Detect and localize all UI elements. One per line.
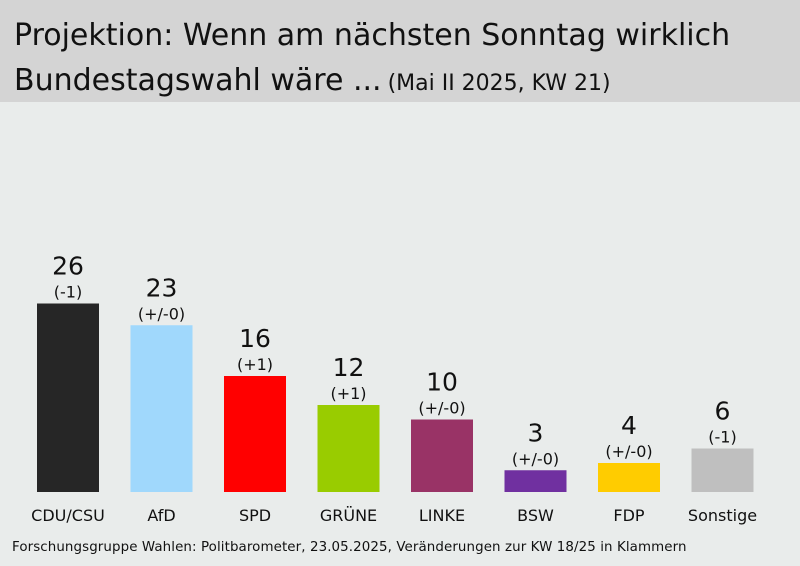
value-label-gruene: 12 (333, 353, 365, 382)
bar-afd (130, 325, 193, 492)
change-label-bsw: (+/-0) (512, 449, 559, 468)
source-footer: Forschungsgruppe Wahlen: Politbarometer,… (12, 540, 687, 555)
value-label-linke: 10 (426, 368, 458, 397)
category-label-gruene: GRÜNE (320, 506, 377, 525)
bar-sonstige (691, 448, 754, 492)
category-label-sonstige: Sonstige (688, 506, 757, 525)
value-label-spd: 16 (239, 324, 271, 353)
chart-title-line2-text: Bundestagswahl wäre ... (14, 63, 382, 98)
category-label-cdu-csu: CDU/CSU (31, 506, 105, 525)
change-label-cdu-csu: (-1) (54, 283, 82, 302)
chart-header: Projektion: Wenn am nächsten Sonntag wir… (0, 0, 800, 102)
bar-bsw (504, 470, 567, 492)
bar-cdu-csu (37, 303, 99, 492)
category-label-spd: SPD (239, 506, 271, 525)
change-label-spd: (+1) (237, 355, 273, 374)
value-label-fdp: 4 (621, 411, 637, 440)
bar-fdp (598, 463, 660, 492)
category-label-afd: AfD (147, 506, 175, 525)
value-label-sonstige: 6 (715, 397, 731, 426)
category-label-fdp: FDP (613, 506, 645, 525)
change-label-gruene: (+1) (330, 384, 366, 403)
category-label-linke: LINKE (419, 506, 465, 525)
category-label-bsw: BSW (517, 506, 554, 525)
change-label-fdp: (+/-0) (605, 442, 652, 461)
change-label-linke: (+/-0) (418, 399, 465, 418)
chart-title-line1: Projektion: Wenn am nächsten Sonntag wir… (14, 18, 731, 53)
chart-title-line2: Bundestagswahl wäre ... (Mai II 2025, KW … (14, 61, 611, 104)
value-label-cdu-csu: 26 (52, 252, 84, 281)
chart-subtitle: (Mai II 2025, KW 21) (387, 71, 611, 96)
change-label-sonstige: (-1) (708, 428, 736, 447)
value-label-bsw: 3 (528, 418, 544, 447)
bar-spd (224, 376, 286, 492)
value-label-afd: 23 (146, 273, 178, 302)
bar-linke (411, 419, 473, 492)
bar-gruene (317, 405, 380, 492)
change-label-afd: (+/-0) (138, 304, 185, 323)
